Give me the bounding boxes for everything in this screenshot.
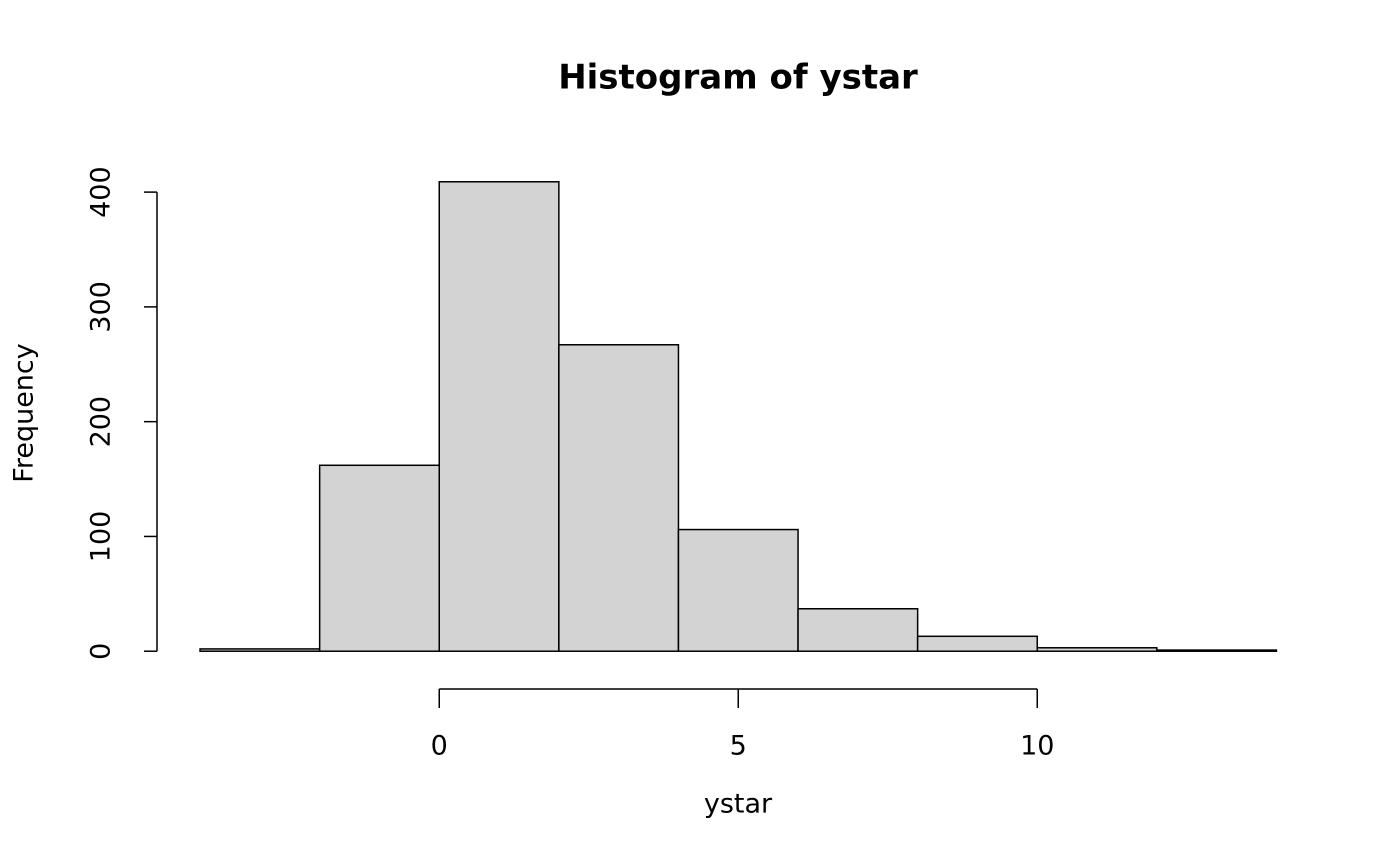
bar xyxy=(797,608,919,652)
y-tick-label: 0 xyxy=(86,643,117,660)
bar xyxy=(438,181,560,652)
y-axis-label: Frequency xyxy=(9,343,40,483)
bar xyxy=(677,528,799,652)
bar xyxy=(558,344,680,652)
x-axis-label: ystar xyxy=(704,789,773,820)
bar xyxy=(1036,647,1158,652)
bar xyxy=(1156,649,1278,652)
y-tick-label: 200 xyxy=(86,396,117,448)
bar xyxy=(916,635,1038,652)
x-tick-label: 0 xyxy=(431,731,448,762)
x-tick-label: 10 xyxy=(1020,731,1054,762)
bar xyxy=(199,648,321,652)
x-tick-label: 5 xyxy=(730,731,747,762)
chart-title: Histogram of ystar xyxy=(558,58,918,98)
y-tick-label: 100 xyxy=(86,511,117,563)
bar xyxy=(318,464,441,652)
y-tick-label: 400 xyxy=(86,166,117,218)
y-tick-label: 300 xyxy=(86,281,117,333)
